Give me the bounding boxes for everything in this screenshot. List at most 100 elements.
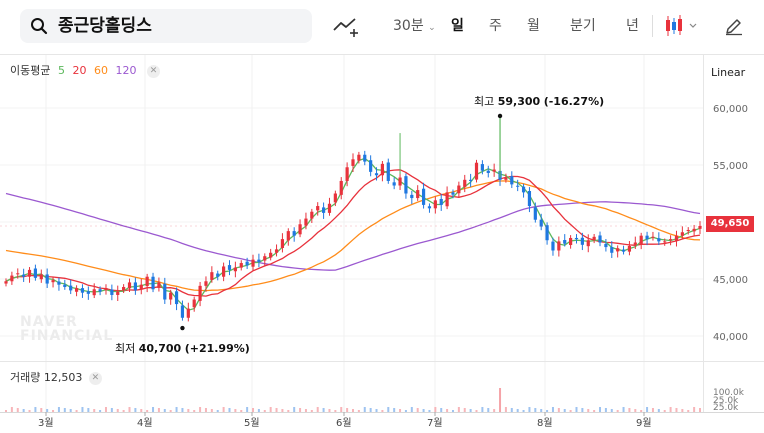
candle-body: [369, 160, 373, 172]
candle-body: [580, 237, 584, 245]
volume-bar: [593, 410, 596, 412]
candle-body: [439, 198, 443, 205]
candle-body: [674, 235, 679, 241]
volume-bar: [246, 407, 249, 412]
stock-search-box[interactable]: 종근당홀딩스: [20, 9, 312, 43]
candle-body: [33, 268, 38, 278]
candle-body: [39, 274, 43, 280]
volume-bar: [234, 409, 237, 412]
volume-legend-title: 거래량: [10, 371, 41, 384]
volume-bar: [357, 410, 360, 412]
candle-body: [22, 274, 26, 277]
volume-bar: [451, 410, 454, 412]
volume-bar: [310, 410, 313, 412]
volume-bar: [181, 408, 184, 412]
low-value: 40,700: [138, 342, 182, 355]
volume-bar: [657, 409, 660, 412]
candle-body: [451, 192, 455, 195]
volume-pane-divider: [0, 361, 764, 362]
y-tick-label: 55,000: [713, 161, 748, 172]
candle-body: [151, 276, 155, 290]
period-tab-year[interactable]: 년: [626, 18, 639, 34]
volume-bar: [346, 408, 349, 412]
y-tick-label: 40,000: [713, 332, 748, 343]
volume-bar: [393, 408, 396, 412]
interval-dropdown[interactable]: 30분 ⌄: [393, 16, 436, 38]
volume-bar: [299, 408, 302, 412]
candle-type-icon[interactable]: [664, 14, 700, 38]
volume-bar: [651, 408, 654, 412]
volume-bar: [575, 407, 578, 412]
candle-body: [521, 186, 526, 193]
scale-type-label[interactable]: Linear: [711, 66, 746, 79]
candle-body: [245, 261, 249, 266]
candle-body: [639, 235, 643, 244]
current-price-tag: 49,650: [706, 216, 754, 232]
volume-bar: [293, 407, 296, 412]
volume-bar: [22, 409, 25, 412]
volume-bar: [28, 410, 31, 412]
search-icon[interactable]: [30, 17, 48, 35]
volume-bar: [534, 408, 537, 412]
candle-body: [304, 218, 308, 226]
period-tab-month[interactable]: 월: [527, 18, 540, 34]
candle-body: [527, 190, 532, 207]
toolbar-border: [0, 54, 764, 55]
volume-bar: [675, 408, 678, 412]
candle-body: [180, 305, 185, 318]
moving-average-legend: 이동평균 5 20 60 120 ✕: [10, 62, 164, 78]
candle-body: [98, 289, 102, 292]
candle-body: [321, 207, 326, 213]
low-marker: [180, 325, 185, 331]
volume-bar: [669, 407, 672, 412]
period-tab-week[interactable]: 주: [489, 18, 502, 34]
candle-body: [645, 235, 649, 240]
ma-legend-title: 이동평균: [10, 64, 51, 77]
volume-bar: [157, 408, 160, 412]
volume-bar: [240, 410, 243, 412]
period-tab-quarter[interactable]: 분기: [570, 18, 596, 34]
candle-body: [233, 267, 237, 272]
volume-bar: [116, 409, 119, 412]
candle-body: [486, 170, 490, 173]
candle-body: [227, 265, 232, 270]
volume-bar: [375, 409, 378, 412]
candle-body: [198, 285, 202, 301]
candle-body: [663, 241, 667, 243]
candle-body: [563, 240, 567, 244]
volume-bar: [263, 410, 266, 412]
candle-body: [492, 169, 496, 172]
candle-body: [551, 241, 555, 251]
candle-body: [174, 291, 179, 305]
drawing-tool-icon[interactable]: [332, 14, 360, 38]
volume-legend-close-icon[interactable]: ✕: [88, 372, 102, 385]
chart-toolbar: 종근당홀딩스 30분 ⌄ 일 주 월 분기 년: [0, 0, 764, 54]
volume-bar: [604, 408, 607, 412]
candle-body: [410, 194, 414, 199]
candle-body: [69, 285, 73, 291]
candle-body: [345, 167, 349, 181]
volume-bar: [481, 407, 484, 412]
volume-bar: [257, 409, 260, 412]
candle-body: [392, 182, 396, 186]
high-change: (-16.27%): [543, 95, 605, 108]
candle-body: [163, 283, 167, 300]
volume-bar: [622, 407, 625, 412]
volume-bar: [57, 407, 60, 412]
volume-bar: [322, 408, 325, 412]
ma-legend-close-icon[interactable]: ✕: [146, 65, 160, 78]
period-tab-day[interactable]: 일: [451, 18, 464, 34]
candle-body: [469, 179, 473, 181]
volume-bar: [446, 409, 449, 412]
volume-bar: [281, 409, 284, 412]
candle-body: [310, 211, 314, 219]
volume-bar: [46, 409, 49, 412]
volume-bar: [40, 408, 43, 412]
pencil-icon[interactable]: [724, 16, 744, 36]
watermark-line-2: FINANCIAL: [20, 328, 114, 344]
volume-bar: [510, 408, 513, 412]
candle-body: [186, 308, 190, 318]
candle-body: [504, 177, 508, 180]
volume-bar: [422, 409, 425, 412]
candle-body: [510, 176, 514, 185]
